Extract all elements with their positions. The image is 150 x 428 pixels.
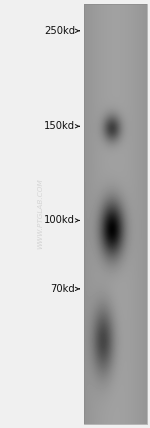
Text: WWW.PTGLAB.COM: WWW.PTGLAB.COM (38, 178, 44, 250)
Text: 70kd: 70kd (50, 284, 75, 294)
Text: 100kd: 100kd (44, 215, 75, 226)
Text: 250kd: 250kd (44, 26, 75, 36)
Bar (84, 4, 147, 424)
Text: 150kd: 150kd (44, 121, 75, 131)
